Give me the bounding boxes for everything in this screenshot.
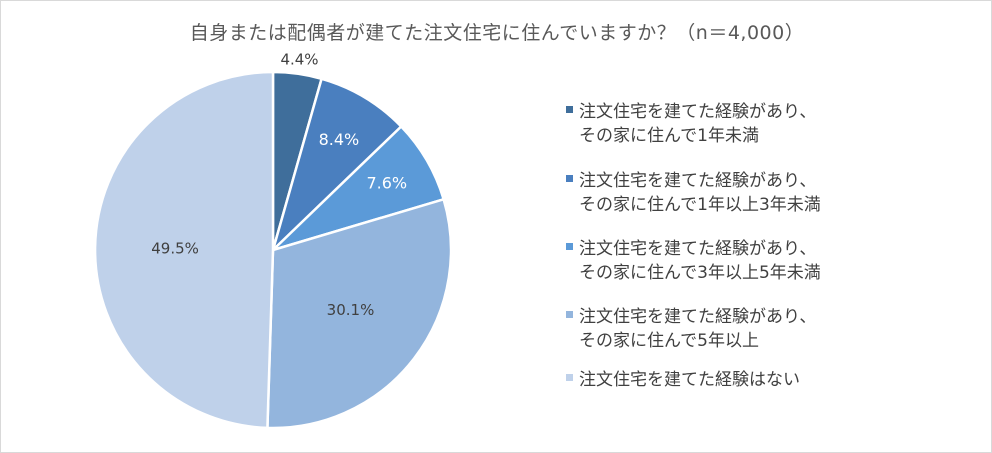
- legend-swatch: [566, 311, 573, 318]
- pie-data-label-1: 4.4%: [280, 51, 318, 69]
- pie-data-label-3: 7.6%: [366, 174, 407, 193]
- pie-data-label-5: 49.5%: [151, 240, 199, 258]
- legend-swatch: [566, 374, 573, 381]
- pie-data-labels: 4.4% 8.4% 7.6% 30.1% 49.5%: [151, 51, 407, 319]
- pie-slice-4: [266, 197, 453, 430]
- legend-swatch: [566, 243, 573, 250]
- pie-data-label-2: 8.4%: [319, 130, 360, 149]
- legend-label: 注文住宅を建てた経験はない: [579, 370, 800, 390]
- legend-label: 注文住宅を建てた経験があり、 その家に住んで1年未満: [579, 102, 817, 146]
- pie-slices: [93, 70, 453, 430]
- legend-label: 注文住宅を建てた経験があり、 その家に住んで5年以上: [579, 307, 817, 351]
- legend-swatch: [566, 175, 573, 182]
- pie-data-label-4: 30.1%: [327, 301, 375, 319]
- pie-slice-5: [93, 70, 275, 430]
- pie-slice-2: [270, 77, 403, 255]
- legend-label: 注文住宅を建てた経験があり、 その家に住んで1年以上3年未満: [579, 171, 821, 215]
- legend-label: 注文住宅を建てた経験があり、 その家に住んで3年以上5年未満: [579, 239, 821, 283]
- chart-title: 自身または配偶者が建てた注文住宅に住んでいますか？（n＝4,000）: [189, 22, 805, 44]
- legend-swatch: [566, 106, 573, 113]
